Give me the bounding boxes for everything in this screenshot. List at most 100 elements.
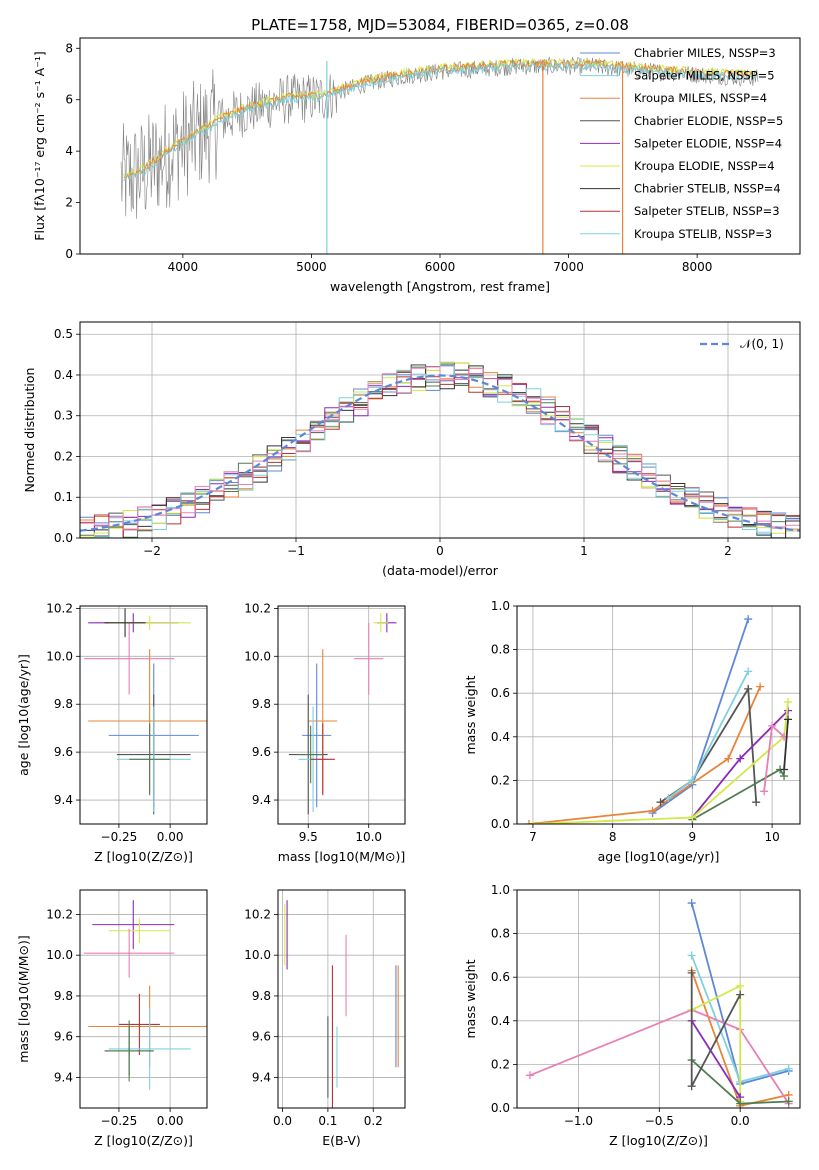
plot-area bbox=[524, 615, 793, 824]
legend-label: 𝒩(0, 1) bbox=[740, 337, 784, 351]
panel-massweight_vs_Z: −1.0 −0.5 0.0 0.0 0.2 0.4 0.6 0.8 1.0 Z [log10(Z/… bbox=[463, 883, 801, 1148]
series-line bbox=[783, 719, 789, 770]
panel-mass_vs_EBV: 0.0 0.1 0.2 9.4 9.6 9.8 10.0 10.2 E(B-V) bbox=[244, 889, 406, 1148]
y-axis-label: age [log10(age/yr)] bbox=[16, 654, 31, 776]
x-axis-label: Z [log10(Z/Z⊙)] bbox=[609, 1133, 708, 1148]
y-tick-label: 10.0 bbox=[46, 948, 73, 962]
x-tick-label: 0 bbox=[436, 544, 444, 558]
x-tick-label: 9 bbox=[689, 830, 697, 844]
y-tick-label: 10.0 bbox=[244, 649, 271, 663]
y-axis-label: Flux [fλ10⁻¹⁷ erg cm⁻² s⁻¹ A⁻¹] bbox=[32, 51, 47, 240]
y-tick-label: 10.2 bbox=[244, 907, 271, 921]
x-tick-label: 0.1 bbox=[318, 1114, 337, 1128]
x-tick-label: 7000 bbox=[553, 260, 584, 274]
plot-area bbox=[84, 900, 207, 1090]
x-tick-label: −1.0 bbox=[564, 1114, 593, 1128]
y-tick-label: 0.3 bbox=[54, 409, 73, 423]
y-tick-label: 10.0 bbox=[244, 948, 271, 962]
x-tick-label: 10 bbox=[764, 830, 779, 844]
y-tick-label: 0.6 bbox=[491, 970, 510, 984]
plot-area bbox=[84, 608, 207, 815]
y-tick-label: 0.2 bbox=[491, 773, 510, 787]
x-tick-label: 6000 bbox=[425, 260, 456, 274]
figure-title: PLATE=1758, MJD=53084, FIBERID=0365, z=0… bbox=[251, 16, 629, 34]
y-axis-label: mass [log10(M/M⊙)] bbox=[16, 935, 31, 1063]
y-tick-label: 9.8 bbox=[54, 697, 73, 711]
x-axis-label: Z [log10(Z/Z⊙)] bbox=[94, 849, 193, 864]
y-tick-label: 9.6 bbox=[54, 1030, 73, 1044]
series-marker bbox=[664, 793, 673, 802]
x-tick-label: −0.5 bbox=[645, 1114, 674, 1128]
x-axis-label: age [log10(age/yr)] bbox=[598, 849, 720, 864]
y-tick-label: 0.5 bbox=[54, 327, 73, 341]
series-marker bbox=[525, 1071, 534, 1080]
y-tick-label: 10.2 bbox=[46, 907, 73, 921]
y-tick-label: 2 bbox=[65, 196, 73, 210]
panel-age_vs_mass: 9.5 10.0 9.4 9.6 9.8 10.0 10.2 mass [log10(M/M⊙… bbox=[244, 601, 406, 864]
model-spectrum-line bbox=[123, 58, 756, 181]
x-axis-label: mass [log10(M/M⊙)] bbox=[278, 849, 406, 864]
panel-residuals: −2 −1 0 1 2 0.0 0.1 0.2 0.3 0.4 0.5 (data-model)/er… bbox=[22, 321, 801, 578]
y-tick-label: 0.4 bbox=[491, 730, 510, 744]
series-marker bbox=[688, 776, 697, 785]
legend-label: Chabrier ELODIE, NSSP=5 bbox=[634, 114, 783, 128]
series-line bbox=[529, 1008, 790, 1105]
x-tick-label: 0.00 bbox=[157, 830, 184, 844]
y-tick-label: 0.2 bbox=[491, 1057, 510, 1071]
legend-label: Chabrier STELIB, NSSP=4 bbox=[634, 182, 781, 196]
legend-label: Salpeter STELIB, NSSP=3 bbox=[634, 204, 780, 218]
series-marker bbox=[756, 682, 765, 691]
legend-label: Salpeter ELODIE, NSSP=4 bbox=[634, 136, 782, 150]
y-tick-label: 6 bbox=[65, 93, 73, 107]
legend-label: Chabrier MILES, NSSP=3 bbox=[634, 46, 776, 60]
panel-spectrum: 4000 5000 6000 7000 8000 0 2 4 6 8 wavelength [Ang… bbox=[32, 37, 801, 294]
y-tick-label: 9.4 bbox=[252, 1070, 271, 1084]
y-tick-label: 1.0 bbox=[491, 599, 510, 613]
series-marker bbox=[688, 813, 697, 822]
y-tick-label: 9.8 bbox=[252, 697, 271, 711]
series-marker bbox=[648, 806, 657, 815]
y-tick-label: 9.6 bbox=[252, 1030, 271, 1044]
series-marker bbox=[656, 798, 665, 807]
y-tick-label: 0.2 bbox=[54, 449, 73, 463]
series-marker bbox=[784, 1064, 793, 1073]
x-tick-label: 7 bbox=[529, 830, 537, 844]
y-tick-label: 9.4 bbox=[252, 793, 271, 807]
x-tick-label: 4000 bbox=[168, 260, 199, 274]
y-tick-label: 0.4 bbox=[54, 368, 73, 382]
y-tick-label: 9.6 bbox=[252, 745, 271, 759]
y-tick-label: 9.4 bbox=[54, 793, 73, 807]
series-marker bbox=[760, 787, 769, 796]
x-tick-label: 9.5 bbox=[299, 830, 318, 844]
y-tick-label: 0.8 bbox=[491, 927, 510, 941]
series-marker bbox=[784, 697, 793, 706]
y-tick-label: 0.6 bbox=[491, 686, 510, 700]
y-tick-label: 9.6 bbox=[54, 745, 73, 759]
series-marker bbox=[736, 990, 745, 999]
x-axis-label: Z [log10(Z/Z⊙)] bbox=[94, 1133, 193, 1148]
x-axis-label: (data-model)/error bbox=[382, 563, 499, 578]
series-marker bbox=[784, 1097, 793, 1106]
series-marker bbox=[528, 820, 537, 824]
y-axis-label: mass weight bbox=[463, 675, 478, 754]
model-spectrum-line bbox=[123, 60, 756, 182]
panel-mass_vs_Z: −0.25 0.00 9.4 9.6 9.8 10.0 10.2 Z [log10(Z/Z⊙)… bbox=[16, 889, 208, 1148]
series-marker bbox=[524, 820, 533, 824]
x-tick-label: 0.0 bbox=[273, 1114, 292, 1128]
axes-frame bbox=[79, 321, 801, 539]
series-line bbox=[528, 686, 761, 824]
y-axis-label: mass weight bbox=[463, 959, 478, 1038]
series-marker bbox=[768, 721, 777, 730]
series-marker bbox=[724, 754, 733, 763]
series-marker bbox=[687, 899, 696, 908]
plot-area bbox=[80, 361, 800, 538]
legend-label: Kroupa MILES, NSSP=4 bbox=[634, 91, 767, 105]
series-marker bbox=[780, 765, 789, 774]
series-marker bbox=[736, 981, 745, 990]
y-tick-label: 9.4 bbox=[54, 1070, 73, 1084]
y-tick-label: 10.2 bbox=[46, 601, 73, 615]
x-tick-label: 8 bbox=[609, 830, 617, 844]
series-marker bbox=[784, 715, 793, 724]
x-tick-label: 1 bbox=[580, 544, 588, 558]
plot-area bbox=[288, 613, 397, 815]
